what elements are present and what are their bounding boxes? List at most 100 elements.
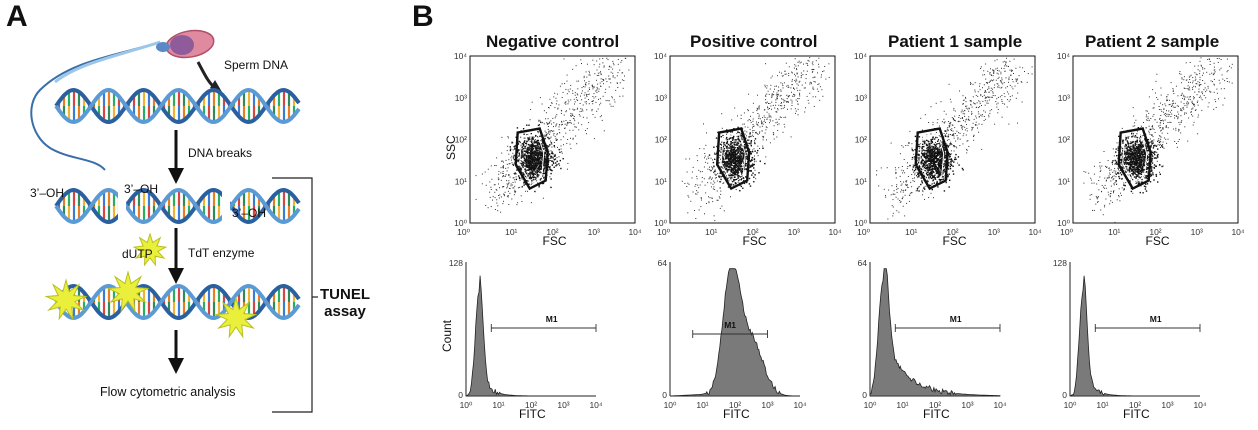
scatter-point <box>1153 166 1155 169</box>
scatter-point <box>741 152 743 154</box>
scatter-point <box>610 71 612 73</box>
scatter-point <box>1153 179 1155 181</box>
scatter-point <box>795 99 797 101</box>
scatter-point <box>927 164 929 166</box>
scatter-point <box>894 167 896 169</box>
scatter-point <box>525 160 527 162</box>
scatter-point <box>535 178 537 180</box>
scatter-point <box>930 151 932 153</box>
scatter-point <box>606 81 608 83</box>
scatter-point <box>927 171 930 173</box>
scatter-point <box>921 129 923 131</box>
scatter-point <box>541 162 543 164</box>
scatter-point <box>573 116 575 117</box>
scatter-point <box>972 122 974 124</box>
scatter-point <box>548 130 550 132</box>
scatter-point <box>981 115 983 117</box>
scatter-point <box>734 107 736 109</box>
scatter-point <box>998 70 1000 72</box>
scatter-point <box>1031 73 1033 75</box>
scatter-point <box>793 95 795 97</box>
scatter-point <box>1137 156 1140 158</box>
scatter-point <box>925 173 928 175</box>
scatter-point <box>1131 132 1133 135</box>
scatter-point <box>746 157 748 160</box>
scatter-point <box>553 146 555 148</box>
scatter-point <box>726 153 728 155</box>
scatter-point <box>934 148 936 150</box>
scatter-point <box>502 203 504 205</box>
scatter-point <box>817 90 819 92</box>
scatter-point <box>927 140 929 142</box>
scatter-point <box>586 63 588 65</box>
scatter-point <box>529 156 532 158</box>
scatter-point <box>741 169 743 171</box>
scatter-point <box>513 194 515 196</box>
scatter-point <box>988 114 990 116</box>
scatter-point <box>527 162 529 164</box>
scatter-point <box>740 158 743 161</box>
scatter-point <box>622 72 624 74</box>
scatter-point <box>593 64 595 66</box>
scatter-point <box>951 160 954 162</box>
scatter-point <box>943 163 946 165</box>
scatter-point <box>498 195 500 196</box>
scatter-point <box>531 181 533 183</box>
scatter-point <box>902 205 904 207</box>
scatter-point <box>1003 93 1005 95</box>
panel-a-letter: A <box>6 0 28 33</box>
scatter-point <box>757 125 759 127</box>
scatter-point <box>749 128 751 130</box>
scatter-point <box>577 88 579 90</box>
scatter-point <box>605 78 607 80</box>
scatter-point <box>569 88 571 90</box>
scatter-point <box>553 96 555 98</box>
scatter-point <box>931 162 933 164</box>
scatter-point <box>511 141 513 144</box>
scatter-point <box>905 183 907 185</box>
scatter-point <box>990 80 991 82</box>
scatter-point <box>515 178 518 181</box>
scatter-point <box>592 88 594 90</box>
scatter-point <box>535 161 537 163</box>
scatter-point <box>993 69 995 71</box>
scatter-point <box>522 164 525 166</box>
scatter-point <box>711 177 713 179</box>
scatter-point <box>899 200 901 201</box>
scatter-point <box>724 155 726 157</box>
scatter-point <box>974 124 976 126</box>
y-tick-label: 10³ <box>855 93 867 103</box>
scatter-point <box>1006 91 1008 93</box>
scatter-point <box>997 83 999 85</box>
scatter-point <box>524 140 526 142</box>
scatter-point <box>498 197 500 199</box>
scatter-point <box>935 132 937 133</box>
scatter-point <box>731 149 734 151</box>
scatter-point <box>952 124 954 126</box>
scatter-point <box>558 104 560 106</box>
scatter-point <box>703 178 705 180</box>
scatter-point <box>903 181 904 183</box>
scatter-point <box>584 83 586 85</box>
scatter-point <box>936 159 938 161</box>
scatter-point <box>723 163 726 165</box>
scatter-point <box>609 78 611 80</box>
scatter-point <box>1014 85 1016 87</box>
scatter-point <box>734 147 736 149</box>
scatter-point <box>720 190 722 192</box>
scatter-point <box>938 125 940 127</box>
scatter-point <box>1144 175 1147 177</box>
scatter-point <box>721 161 724 163</box>
scatter-point <box>928 197 930 198</box>
scatter-point <box>925 156 927 158</box>
scatter-point <box>540 177 542 180</box>
scatter-point <box>588 93 590 95</box>
scatter-point <box>934 155 936 157</box>
scatter-point <box>523 141 525 144</box>
scatter-point <box>596 89 598 91</box>
scatter-point <box>777 94 779 96</box>
scatter-point <box>1008 78 1010 80</box>
scatter-point <box>1142 146 1144 148</box>
scatter-point <box>950 129 952 131</box>
scatter-point <box>503 195 505 197</box>
